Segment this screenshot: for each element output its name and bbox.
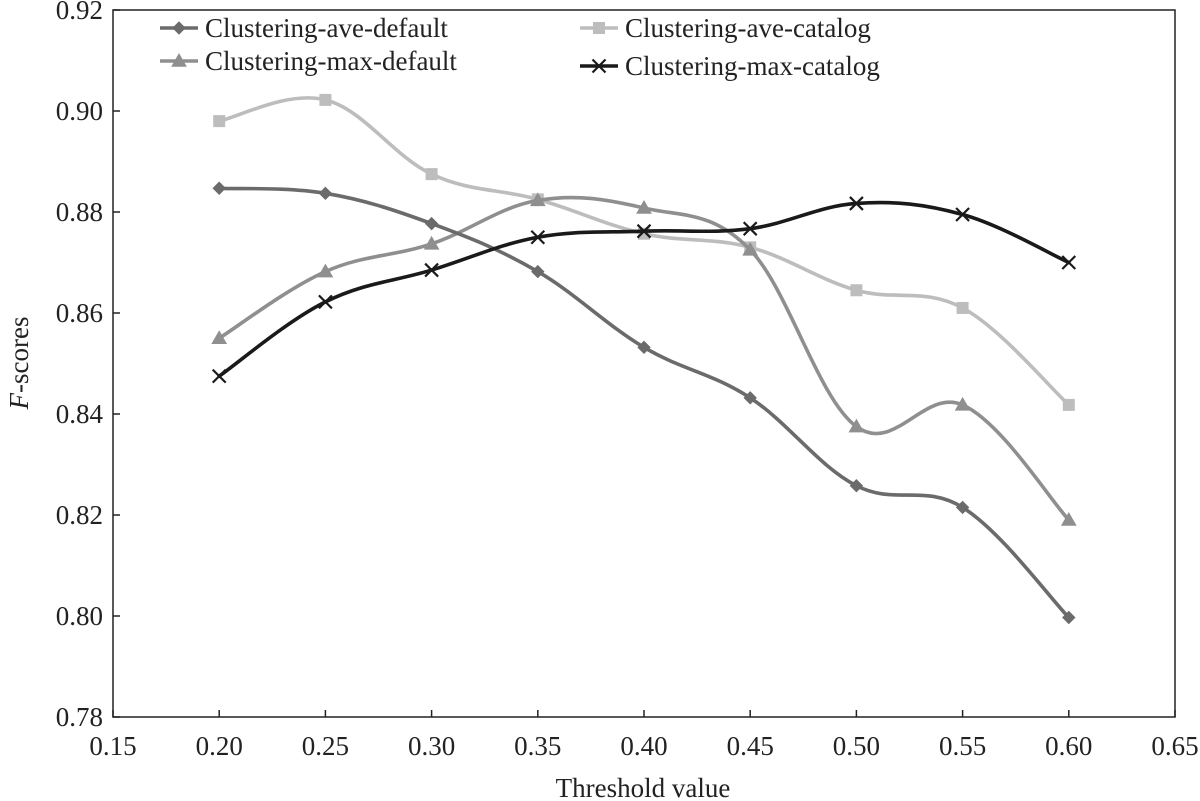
y-tick-label: 0.80 (56, 601, 103, 631)
data-point-clustering-max-default (423, 235, 440, 250)
data-point-clustering-max-catalog (318, 294, 333, 310)
series-line-clustering-ave-default (217, 186, 1071, 620)
data-point-clustering-max-default (317, 263, 334, 278)
data-point-clustering-max-catalog (1061, 255, 1077, 270)
legend-label: Clustering-ave-default (205, 13, 448, 43)
series-layer (211, 93, 1077, 625)
y-tick-label: 0.78 (56, 702, 103, 732)
data-point-clustering-ave-catalog (319, 93, 332, 106)
data-point-clustering-max-catalog (636, 223, 652, 239)
x-tick-label: 0.45 (727, 731, 774, 761)
x-tick-label: 0.60 (1045, 731, 1092, 761)
data-point-clustering-ave-default (955, 500, 970, 515)
legend-swatch-marker (593, 22, 605, 34)
legend-label: Clustering-max-default (205, 46, 457, 76)
plot-frame (112, 9, 1176, 718)
data-point-clustering-ave-catalog (956, 301, 969, 314)
x-tick-label: 0.40 (620, 731, 667, 761)
series-clustering-ave-default (212, 181, 1076, 625)
x-marker-stroke (742, 221, 758, 236)
x-marker-stroke (591, 58, 607, 74)
x-tick-label: 0.35 (514, 731, 561, 761)
x-marker-stroke (1061, 255, 1077, 270)
x-tick-label: 0.20 (196, 731, 243, 761)
data-point-clustering-ave-catalog (213, 115, 226, 128)
y-tick-label: 0.92 (56, 0, 103, 25)
y-tick-label: 0.84 (56, 399, 104, 429)
data-point-clustering-max-default (742, 241, 759, 256)
data-point-clustering-ave-default (318, 186, 333, 201)
data-point-clustering-max-default (954, 396, 971, 411)
data-point-clustering-ave-catalog (850, 284, 863, 297)
data-point-clustering-max-catalog (530, 229, 546, 245)
data-point-clustering-max-catalog (742, 221, 758, 236)
series-clustering-max-default (211, 192, 1077, 526)
data-point-clustering-max-catalog (424, 262, 439, 278)
y-tick-label: 0.90 (56, 96, 103, 126)
legend-swatch-marker (172, 21, 186, 35)
x-marker-stroke (955, 207, 970, 222)
data-point-clustering-ave-catalog (1062, 398, 1075, 411)
x-tick-label: 0.55 (939, 731, 986, 761)
y-tick-label: 0.86 (56, 298, 103, 328)
series-clustering-ave-catalog (213, 93, 1075, 411)
legend-item-clustering-max-catalog: Clustering-max-catalog (580, 51, 880, 81)
legend-item-clustering-max-default: Clustering-max-default (160, 46, 457, 76)
x-axis-title: Threshold value (556, 773, 731, 801)
legend-item-clustering-ave-default: Clustering-ave-default (160, 13, 448, 43)
series-line-clustering-max-default (217, 195, 1071, 522)
series-clustering-max-catalog (211, 196, 1077, 384)
data-point-clustering-ave-catalog (425, 168, 438, 181)
legend-item-clustering-ave-catalog: Clustering-ave-catalog (580, 13, 871, 43)
legend-label: Clustering-ave-catalog (625, 13, 871, 43)
y-axis-title-italic: F (4, 392, 34, 410)
data-point-clustering-ave-default (637, 340, 651, 355)
data-point-clustering-ave-default (212, 181, 226, 195)
data-point-clustering-max-default (529, 192, 546, 207)
data-point-clustering-ave-default (743, 391, 757, 405)
x-marker-stroke (849, 196, 864, 211)
x-tick-label: 0.25 (302, 731, 349, 761)
plot-border (112, 9, 1176, 718)
legend-label: Clustering-max-catalog (625, 51, 880, 81)
data-point-clustering-max-default (211, 330, 228, 344)
data-point-clustering-max-catalog (955, 207, 970, 222)
data-point-clustering-ave-default (849, 479, 864, 493)
legend: Clustering-ave-defaultClustering-max-def… (160, 13, 880, 81)
x-marker-stroke (318, 294, 333, 310)
data-point-clustering-ave-default (1062, 610, 1076, 625)
legend-swatch-marker (591, 58, 607, 74)
y-axis-title-rest: -scores (4, 317, 34, 393)
data-point-clustering-ave-catalog (638, 227, 650, 240)
y-tick-label: 0.82 (56, 500, 103, 530)
data-point-clustering-max-catalog (849, 196, 864, 211)
x-tick-label: 0.50 (833, 731, 880, 761)
y-tick-label: 0.88 (56, 197, 103, 227)
x-marker-stroke (530, 229, 546, 245)
y-axis-title: F-scores (4, 317, 34, 411)
legend-swatch-marker (171, 52, 187, 67)
data-point-clustering-max-default (848, 418, 865, 433)
x-marker-stroke (424, 262, 439, 278)
data-point-clustering-max-default (1060, 512, 1077, 526)
x-tick-label: 0.30 (408, 731, 455, 761)
x-marker-stroke (636, 223, 652, 239)
data-point-clustering-max-default (636, 199, 652, 214)
data-point-clustering-ave-default (531, 264, 545, 279)
x-marker-stroke (211, 368, 227, 384)
x-tick-label: 0.15 (89, 731, 136, 761)
x-tick-label: 0.65 (1151, 731, 1198, 761)
data-point-clustering-max-catalog (211, 368, 227, 384)
series-line-clustering-ave-catalog (217, 96, 1071, 407)
data-point-clustering-ave-default (424, 216, 439, 231)
ticks-layer: 0.15 0.20 0.25 0.30 0.35 0.40 0.45 0.50 0.55 0.60… (56, 0, 1199, 761)
